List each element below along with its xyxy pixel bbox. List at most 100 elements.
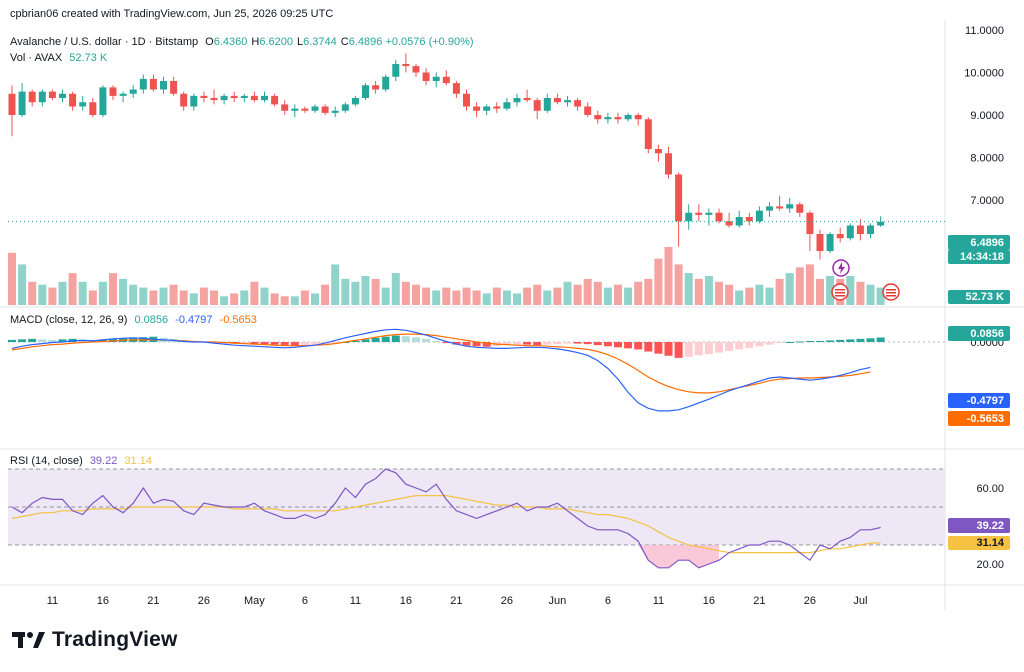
ohlc-l: L6.3744 xyxy=(297,36,337,48)
price-tick-label: 9.0000 xyxy=(970,110,1004,122)
macd-histogram-bar xyxy=(412,337,420,342)
candle-body xyxy=(160,81,167,90)
volume-bar xyxy=(775,278,784,305)
macd-histogram-bar xyxy=(98,339,107,342)
candle-body xyxy=(210,98,218,101)
volume-bar xyxy=(210,290,218,305)
volume-badge: 52.73 K xyxy=(965,291,1004,303)
macd-histogram-bar xyxy=(805,340,814,342)
macd-line-value: -0.4797 xyxy=(175,314,213,326)
candle-body xyxy=(38,91,46,103)
volume-title: Vol · AVAX xyxy=(10,52,63,64)
rsi-ma-value: 31.14 xyxy=(124,455,152,467)
volume-bar xyxy=(270,293,279,305)
volume-bar xyxy=(311,293,319,305)
symbol-legend[interactable]: Avalanche / U.S. dollar · 1D · Bitstamp … xyxy=(10,36,474,48)
macd-histogram-bar xyxy=(452,342,461,345)
volume-bar xyxy=(654,258,663,305)
rsi-badge-bg xyxy=(948,518,1010,533)
volume-bar xyxy=(432,290,441,305)
macd-histogram-bar xyxy=(846,339,855,342)
price-change: +0.0576 (+0.90%) xyxy=(385,36,474,48)
candle-body xyxy=(685,212,693,222)
price-tick-label: 8.0000 xyxy=(970,153,1004,165)
macd-histogram-bar xyxy=(725,342,734,352)
candle-body xyxy=(543,98,551,111)
macd-histogram-bar xyxy=(775,342,784,344)
macd-histogram-bar xyxy=(816,340,824,342)
volume-bar xyxy=(563,281,572,305)
macd-histogram-bar xyxy=(573,342,582,344)
candle-body xyxy=(432,76,440,81)
candle-body xyxy=(69,93,77,107)
candle-body xyxy=(473,106,481,111)
rsi-tick-label: 60.00 xyxy=(976,483,1004,495)
ohlc-values: O6.4360 H6.6200 L6.3744 C6.4896 xyxy=(201,36,385,48)
candle-body xyxy=(503,102,511,109)
macd-histogram-bar xyxy=(482,342,491,347)
countdown-badge-bg xyxy=(948,250,1010,264)
flag-stripe xyxy=(886,292,896,294)
candle-body xyxy=(644,119,652,149)
macd-histogram-bar xyxy=(755,342,764,347)
volume-bar xyxy=(593,281,602,305)
macd-histogram-bar xyxy=(270,342,279,345)
macd-histogram-bar xyxy=(28,338,37,342)
candle-body xyxy=(230,95,238,98)
candle-body xyxy=(604,117,612,120)
macd-histogram-bar xyxy=(735,342,744,350)
time-tick-label: 16 xyxy=(97,595,109,607)
volume-value: 52.73 K xyxy=(69,52,108,64)
macd-histogram-bar xyxy=(523,342,532,345)
time-tick-label: 16 xyxy=(703,595,715,607)
macd-histogram-bar xyxy=(826,340,835,342)
volume-bar xyxy=(856,281,865,305)
volume-bar xyxy=(109,273,117,305)
rsi-line xyxy=(11,468,881,569)
macd-histogram-bar xyxy=(836,339,845,342)
rsi-legend[interactable]: RSI (14, close) 39.22 31.14 xyxy=(10,455,152,467)
macd-signal-value: -0.5653 xyxy=(219,314,257,326)
macd-histogram-bar xyxy=(654,342,663,354)
macd-histogram-bar xyxy=(704,342,713,355)
volume-bar xyxy=(826,276,835,305)
candle-body xyxy=(301,108,309,111)
macd-histogram-bar xyxy=(765,342,774,345)
macd-signal-badge: -0.5653 xyxy=(967,413,1004,425)
candle-body xyxy=(200,95,208,98)
lightning-glyph-icon xyxy=(838,262,845,274)
macd-histogram-bar xyxy=(401,336,410,342)
volume-bar xyxy=(169,284,178,305)
candle-body xyxy=(170,81,178,94)
candle-body xyxy=(493,106,501,109)
time-tick-label: 26 xyxy=(501,595,513,607)
candle-body xyxy=(624,115,632,120)
time-tick-label: 21 xyxy=(450,595,462,607)
candle-body xyxy=(856,225,864,234)
ohlc-o: O6.4360 xyxy=(205,36,248,48)
macd-histogram-bar xyxy=(300,342,309,346)
candle-body xyxy=(766,206,773,211)
candle-body xyxy=(422,72,430,81)
rsi-title: RSI (14, close) xyxy=(10,455,83,467)
rsi-badge: 39.22 xyxy=(976,520,1004,532)
macd-legend[interactable]: MACD (close, 12, 26, 9) 0.0856 -0.4797 -… xyxy=(10,314,257,326)
macd-histogram-bar xyxy=(795,341,804,343)
volume-bar xyxy=(280,296,289,305)
rsi-ma-badge-bg xyxy=(948,536,1010,550)
macd-histogram-bar xyxy=(331,342,340,344)
time-tick-label: 11 xyxy=(653,595,664,607)
volume-legend[interactable]: Vol · AVAX 52.73 K xyxy=(10,52,107,64)
volume-bar xyxy=(684,273,693,305)
volume-bar xyxy=(533,284,542,305)
candle-body xyxy=(261,95,268,101)
volume-bar xyxy=(341,278,350,305)
rsi-value: 39.22 xyxy=(89,455,118,467)
volume-bar xyxy=(8,252,16,305)
volume-bar xyxy=(583,278,592,305)
flag-stripe xyxy=(886,295,896,297)
tradingview-brand[interactable]: TradingView xyxy=(12,628,178,652)
macd-histogram-bar xyxy=(351,340,360,342)
macd-histogram-bar xyxy=(634,342,643,350)
